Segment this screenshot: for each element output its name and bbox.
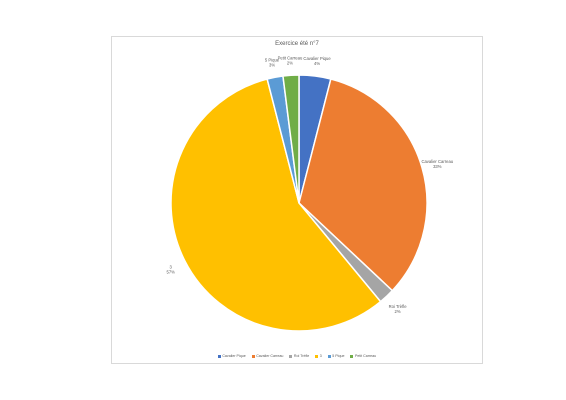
legend-label: 3 xyxy=(319,354,322,358)
slice-label-3: 3 57% xyxy=(166,264,175,274)
legend-item-petit-carreau: Petit Carreau xyxy=(350,354,376,358)
legend-item-5-pique: 5 Pique xyxy=(327,354,345,358)
chart-frame: Exercice été n°7 Cavalier Pique 4% Cavalie… xyxy=(111,36,483,364)
legend-item-roi-trefle: Roi Trèfle xyxy=(289,354,309,358)
legend-swatch xyxy=(251,354,255,358)
pie-plot: Cavalier Pique 4% Cavalier Carreau 33% Roi T… xyxy=(166,55,454,332)
chart-title: Exercice été n°7 xyxy=(275,41,319,47)
slice-label-cavalier-pique: Cavalier Pique 4% xyxy=(303,56,331,66)
pie-slice-petit-carreau xyxy=(282,74,300,204)
legend-item-3: 3 xyxy=(315,354,322,358)
legend-label: 5 Pique xyxy=(332,354,345,358)
legend-label: Roi Trèfle xyxy=(293,354,310,358)
legend-label: Cavalier Pique xyxy=(222,354,246,358)
slice-label-5-pique: 5 Pique 3% xyxy=(265,58,280,68)
legend-label: Cavalier Carreau xyxy=(256,354,284,358)
legend-swatch xyxy=(327,354,331,358)
pie-slice-cavalier-carreau xyxy=(298,78,428,292)
legend-item-cavalier-pique: Cavalier Pique xyxy=(217,354,246,358)
legend-swatch xyxy=(350,354,354,358)
legend-label: Petit Carreau xyxy=(354,354,377,358)
pie-slice-3 xyxy=(170,78,382,332)
slice-label-cavalier-carreau: Cavalier Carreau 33% xyxy=(421,159,453,169)
chart-legend: Cavalier Pique Cavalier Carreau Roi Trèfle… xyxy=(112,354,482,358)
legend-item-cavalier-carreau: Cavalier Carreau xyxy=(251,354,284,358)
slice-label-roi-trefle: Roi Trèfle 2% xyxy=(389,304,408,314)
legend-swatch xyxy=(289,354,293,358)
legend-swatch xyxy=(217,354,221,358)
slice-label-petit-carreau: Petit Carreau 2% xyxy=(278,55,303,65)
legend-swatch xyxy=(315,354,319,358)
